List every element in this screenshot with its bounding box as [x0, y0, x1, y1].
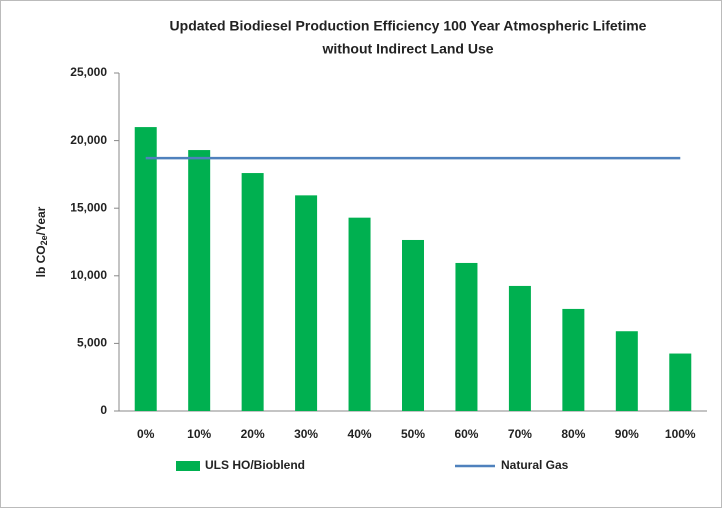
- legend-label: ULS HO/Bioblend: [205, 458, 305, 472]
- y-tick-label: 25,000: [70, 65, 107, 79]
- y-axis-label-sub: 2e: [39, 235, 49, 245]
- bar: [188, 150, 211, 411]
- x-tick-label: 60%: [454, 427, 478, 441]
- x-tick-label: 70%: [508, 427, 532, 441]
- x-tick-label: 0%: [137, 427, 155, 441]
- y-axis-label-part: /Year: [34, 206, 48, 235]
- legend-label: Natural Gas: [501, 458, 569, 472]
- bar: [241, 173, 264, 411]
- chart-title: Updated Biodiesel Production Efficiency …: [170, 18, 647, 34]
- x-tick-label: 80%: [561, 427, 585, 441]
- y-axis-label: lb CO2e/Year: [34, 206, 49, 277]
- y-tick-label: 20,000: [70, 133, 107, 147]
- x-tick-label: 100%: [665, 427, 696, 441]
- bar: [508, 285, 531, 411]
- bar: [295, 195, 318, 411]
- x-tick-label: 10%: [187, 427, 211, 441]
- y-tick-label: 15,000: [70, 200, 107, 214]
- y-tick-label: 0: [100, 403, 107, 417]
- x-tick-label: 50%: [401, 427, 425, 441]
- x-tick-label: 40%: [348, 427, 372, 441]
- x-tick-label: 30%: [294, 427, 318, 441]
- y-tick-label: 10,000: [70, 268, 107, 282]
- y-tick-label: 5,000: [77, 336, 107, 350]
- bar: [455, 262, 478, 411]
- bar: [562, 308, 585, 411]
- bar: [348, 217, 371, 411]
- legend-swatch: [176, 461, 200, 471]
- x-tick-label: 90%: [615, 427, 639, 441]
- chart-title: without Indirect Land Use: [321, 41, 493, 57]
- x-tick-label: 20%: [241, 427, 265, 441]
- bar: [669, 353, 692, 411]
- bar: [402, 239, 424, 411]
- bar: [615, 331, 638, 411]
- y-axis-label-part: lb CO: [34, 245, 48, 277]
- bar: [134, 127, 157, 411]
